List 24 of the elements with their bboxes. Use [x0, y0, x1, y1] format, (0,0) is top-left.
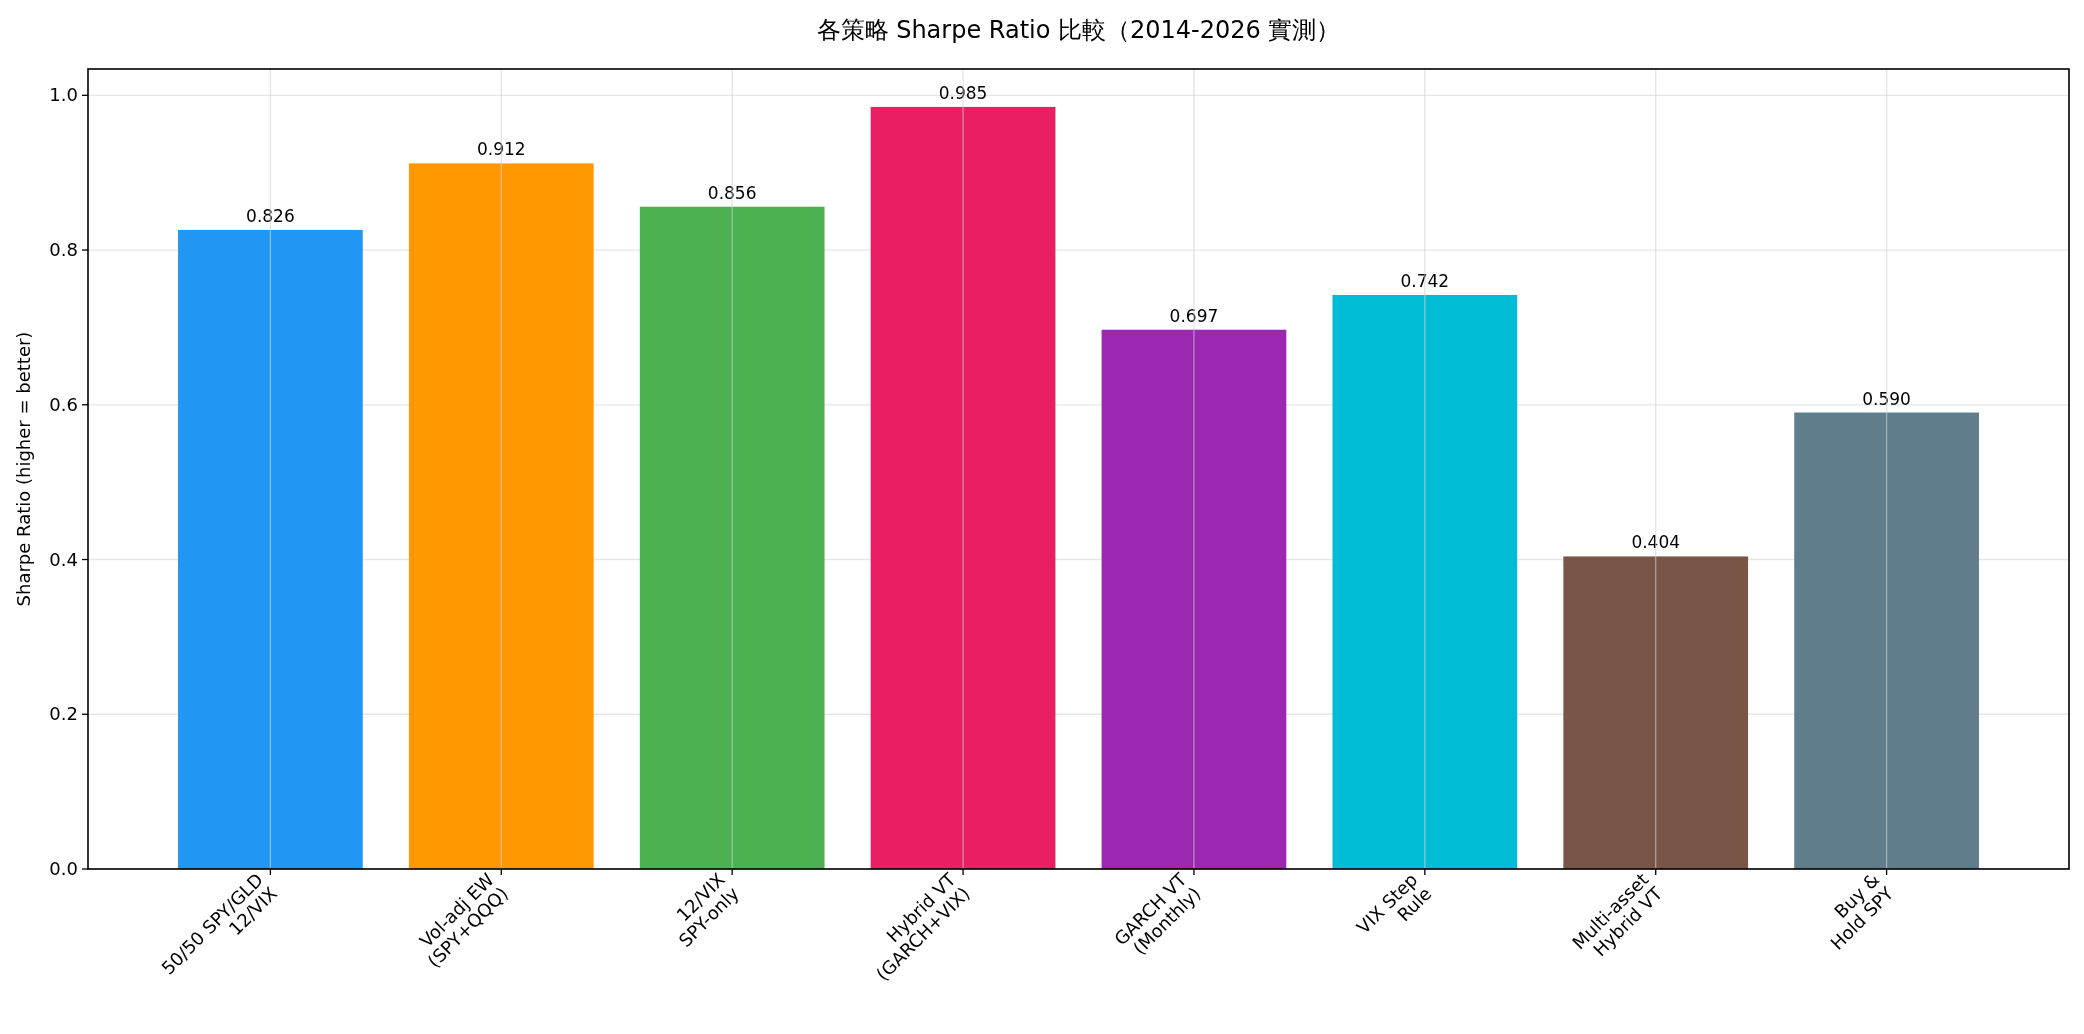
data-label: 0.985 [938, 82, 988, 103]
data-label: 0.912 [476, 139, 526, 160]
bar [1332, 294, 1518, 869]
bar [1563, 556, 1749, 869]
bar [1794, 412, 1979, 869]
y-axis-title: Sharpe Ratio (higher = better) [13, 331, 34, 607]
data-label: 0.590 [1862, 388, 1911, 409]
bar [870, 106, 1056, 869]
y-tick-label: 1.0 [49, 84, 78, 106]
bar [408, 163, 594, 869]
y-tick-label: 0.0 [49, 858, 78, 879]
data-label: 0.742 [1400, 270, 1450, 291]
y-tick-label: 0.6 [49, 393, 78, 415]
y-tick-label: 0.4 [49, 548, 78, 570]
data-label: 0.404 [1631, 532, 1681, 553]
bar [639, 206, 825, 869]
bar [178, 229, 363, 869]
bar [1101, 329, 1287, 869]
chart-title: 各策略 Sharpe Ratio 比較（2014-2026 實測） [816, 16, 1341, 44]
data-label: 0.856 [707, 182, 757, 203]
data-label: 0.697 [1169, 305, 1219, 326]
data-label: 0.826 [246, 205, 295, 226]
y-tick-label: 0.8 [49, 239, 78, 261]
y-tick-label: 0.2 [49, 703, 78, 725]
